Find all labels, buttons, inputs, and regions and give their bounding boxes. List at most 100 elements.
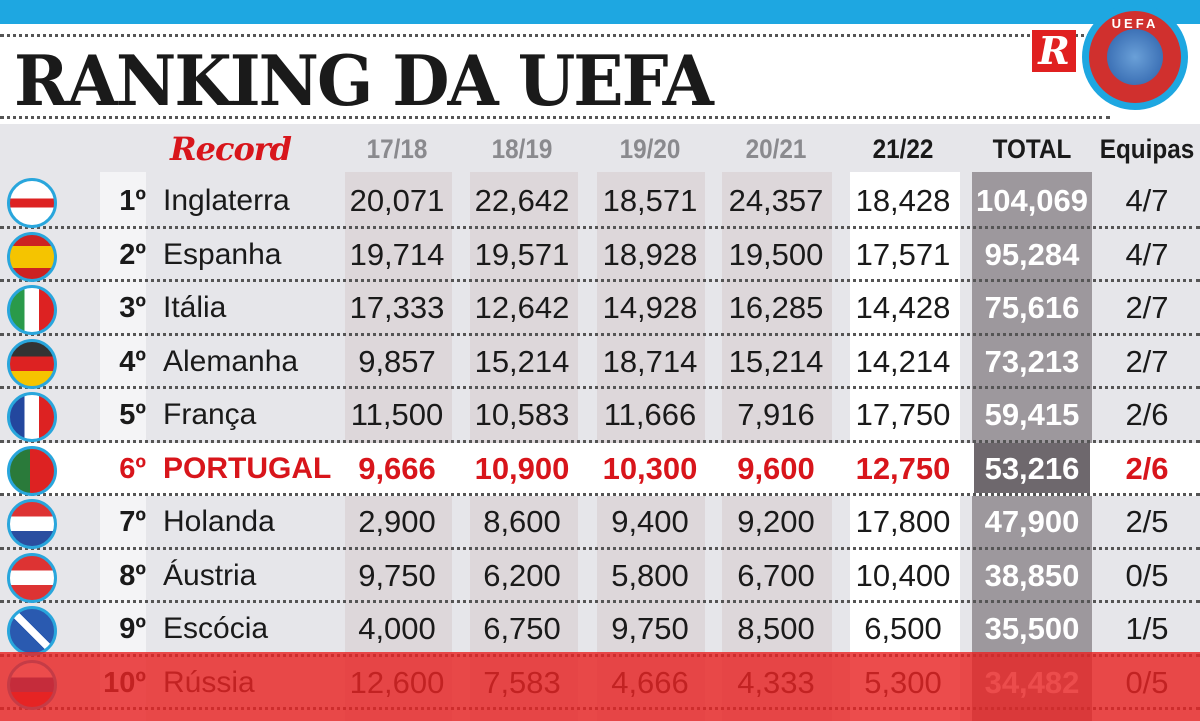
country-name: Itália [163, 291, 227, 324]
season-points: 9,600 [737, 450, 815, 486]
season-points: 17,800 [855, 504, 951, 539]
record-logo: Record [170, 130, 292, 168]
season-points: 15,214 [474, 343, 570, 379]
season-points: 22,642 [474, 183, 570, 218]
column-header: 17/18 [366, 134, 428, 164]
uefa-logo: UEFA [1082, 4, 1188, 110]
rank: 5º [119, 399, 146, 431]
teams-count: 2/6 [1125, 450, 1169, 486]
france-flag-icon [7, 392, 57, 442]
season-points: 11,500 [350, 397, 444, 432]
total-points: 59,415 [984, 397, 1080, 432]
page-title: RANKING DA UEFA [14, 40, 714, 122]
season-points: 16,285 [728, 290, 824, 325]
total-points: 53,216 [974, 442, 1090, 493]
teams-count: 4/7 [1125, 183, 1169, 218]
season-points: 4,000 [358, 611, 436, 646]
season-points: 14,428 [855, 290, 951, 325]
season-points: 6,500 [864, 611, 942, 646]
rank: 2º [119, 238, 146, 271]
season-points: 7,916 [737, 397, 815, 432]
season-points: 19,500 [728, 236, 824, 272]
season-points: 6,200 [483, 557, 561, 593]
season-points: 6,700 [737, 557, 815, 593]
total-points: 95,284 [984, 236, 1080, 272]
season-points: 12,750 [855, 450, 951, 486]
table-row: 2º Espanha 19,714 19,571 18,928 19,500 17,571 9… [0, 229, 1200, 282]
season-points: 17,571 [855, 236, 951, 272]
country-name: Áustria [163, 558, 257, 592]
rank: 3º [119, 292, 146, 324]
column-header: Equipas [1099, 134, 1195, 164]
teams-count: 1/5 [1125, 611, 1169, 646]
season-points: 19,571 [474, 236, 570, 272]
ranking-table: 17/18 18/19 19/20 20/21 21/22 TOTAL Equipas 1º… [0, 124, 1200, 721]
rank: 9º [119, 613, 146, 645]
england-flag-icon [7, 178, 57, 228]
season-points: 8,600 [483, 504, 561, 539]
country-name: Espanha [163, 237, 282, 271]
column-header: 21/22 [872, 134, 934, 164]
season-points: 2,900 [358, 504, 436, 539]
season-points: 9,400 [611, 504, 689, 539]
season-points: 15,214 [728, 343, 824, 379]
spain-flag-icon [7, 231, 57, 282]
austria-flag-icon [7, 552, 57, 603]
season-points: 18,928 [602, 236, 698, 272]
teams-count: 4/7 [1125, 236, 1169, 272]
season-points: 11,666 [603, 397, 697, 432]
season-points: 9,750 [611, 611, 689, 646]
teams-count: 2/7 [1125, 343, 1169, 379]
total-points: 35,500 [984, 611, 1080, 646]
season-points: 5,800 [611, 557, 689, 593]
divider [0, 34, 1110, 37]
season-points: 18,571 [602, 183, 698, 218]
italy-flag-icon [7, 285, 57, 335]
table-row: 6º PORTUGAL 9,666 10,900 10,300 9,600 12,750 53… [0, 442, 1200, 496]
season-points: 9,200 [737, 504, 815, 539]
rank: 1º [119, 185, 146, 217]
top-accent-bar [0, 0, 1200, 24]
rank: 7º [119, 506, 146, 538]
uefa-ball-icon [1107, 29, 1163, 85]
country-name: Escócia [163, 612, 269, 645]
country-name: Inglaterra [163, 184, 290, 217]
season-points: 17,333 [349, 290, 445, 325]
season-points: 24,357 [728, 183, 824, 218]
table-row: 9º Escócia 4,000 6,750 9,750 8,500 6,500 35,500… [0, 603, 1200, 657]
season-points: 8,500 [737, 611, 815, 646]
season-points: 10,583 [474, 397, 570, 432]
table-row: 4º Alemanha 9,857 15,214 18,714 15,214 14,214 7… [0, 336, 1200, 389]
rank: 6º [119, 452, 146, 485]
rank: 4º [119, 345, 146, 378]
total-points: 75,616 [984, 290, 1080, 325]
table-row: 5º França 11,500 10,583 11,666 7,916 17,750 59,… [0, 389, 1200, 443]
season-points: 17,750 [855, 397, 951, 432]
table-row: 1º Inglaterra 20,071 22,642 18,571 24,357 18,4… [0, 175, 1200, 229]
scotland-flag-icon [7, 606, 57, 656]
season-points: 14,214 [855, 343, 951, 379]
column-header: TOTAL [992, 134, 1072, 164]
teams-count: 2/5 [1125, 504, 1169, 539]
table-row: 3º Itália 17,333 12,642 14,928 16,285 14,428 75… [0, 282, 1200, 336]
netherlands-flag-icon [7, 499, 57, 549]
season-points: 18,714 [602, 343, 698, 379]
country-name: Alemanha [163, 344, 299, 378]
season-points: 10,400 [855, 557, 951, 593]
season-points: 6,750 [483, 611, 561, 646]
country-name: PORTUGAL [163, 451, 332, 485]
season-points: 12,642 [474, 290, 570, 325]
country-name: França [163, 398, 257, 431]
season-points: 9,750 [358, 557, 436, 593]
uefa-logo-text: UEFA [1111, 16, 1159, 31]
season-points: 10,900 [474, 450, 570, 486]
season-points: 9,666 [358, 450, 436, 486]
season-points: 10,300 [602, 450, 698, 486]
teams-count: 2/7 [1125, 290, 1169, 325]
table-row: 8º Áustria 9,750 6,200 5,800 6,700 10,400 38,85… [0, 550, 1200, 603]
season-points: 9,857 [358, 343, 436, 379]
season-points: 14,928 [602, 290, 698, 325]
total-points: 104,069 [975, 183, 1089, 218]
red-overlay [0, 652, 1200, 721]
teams-count: 0/5 [1125, 557, 1169, 593]
